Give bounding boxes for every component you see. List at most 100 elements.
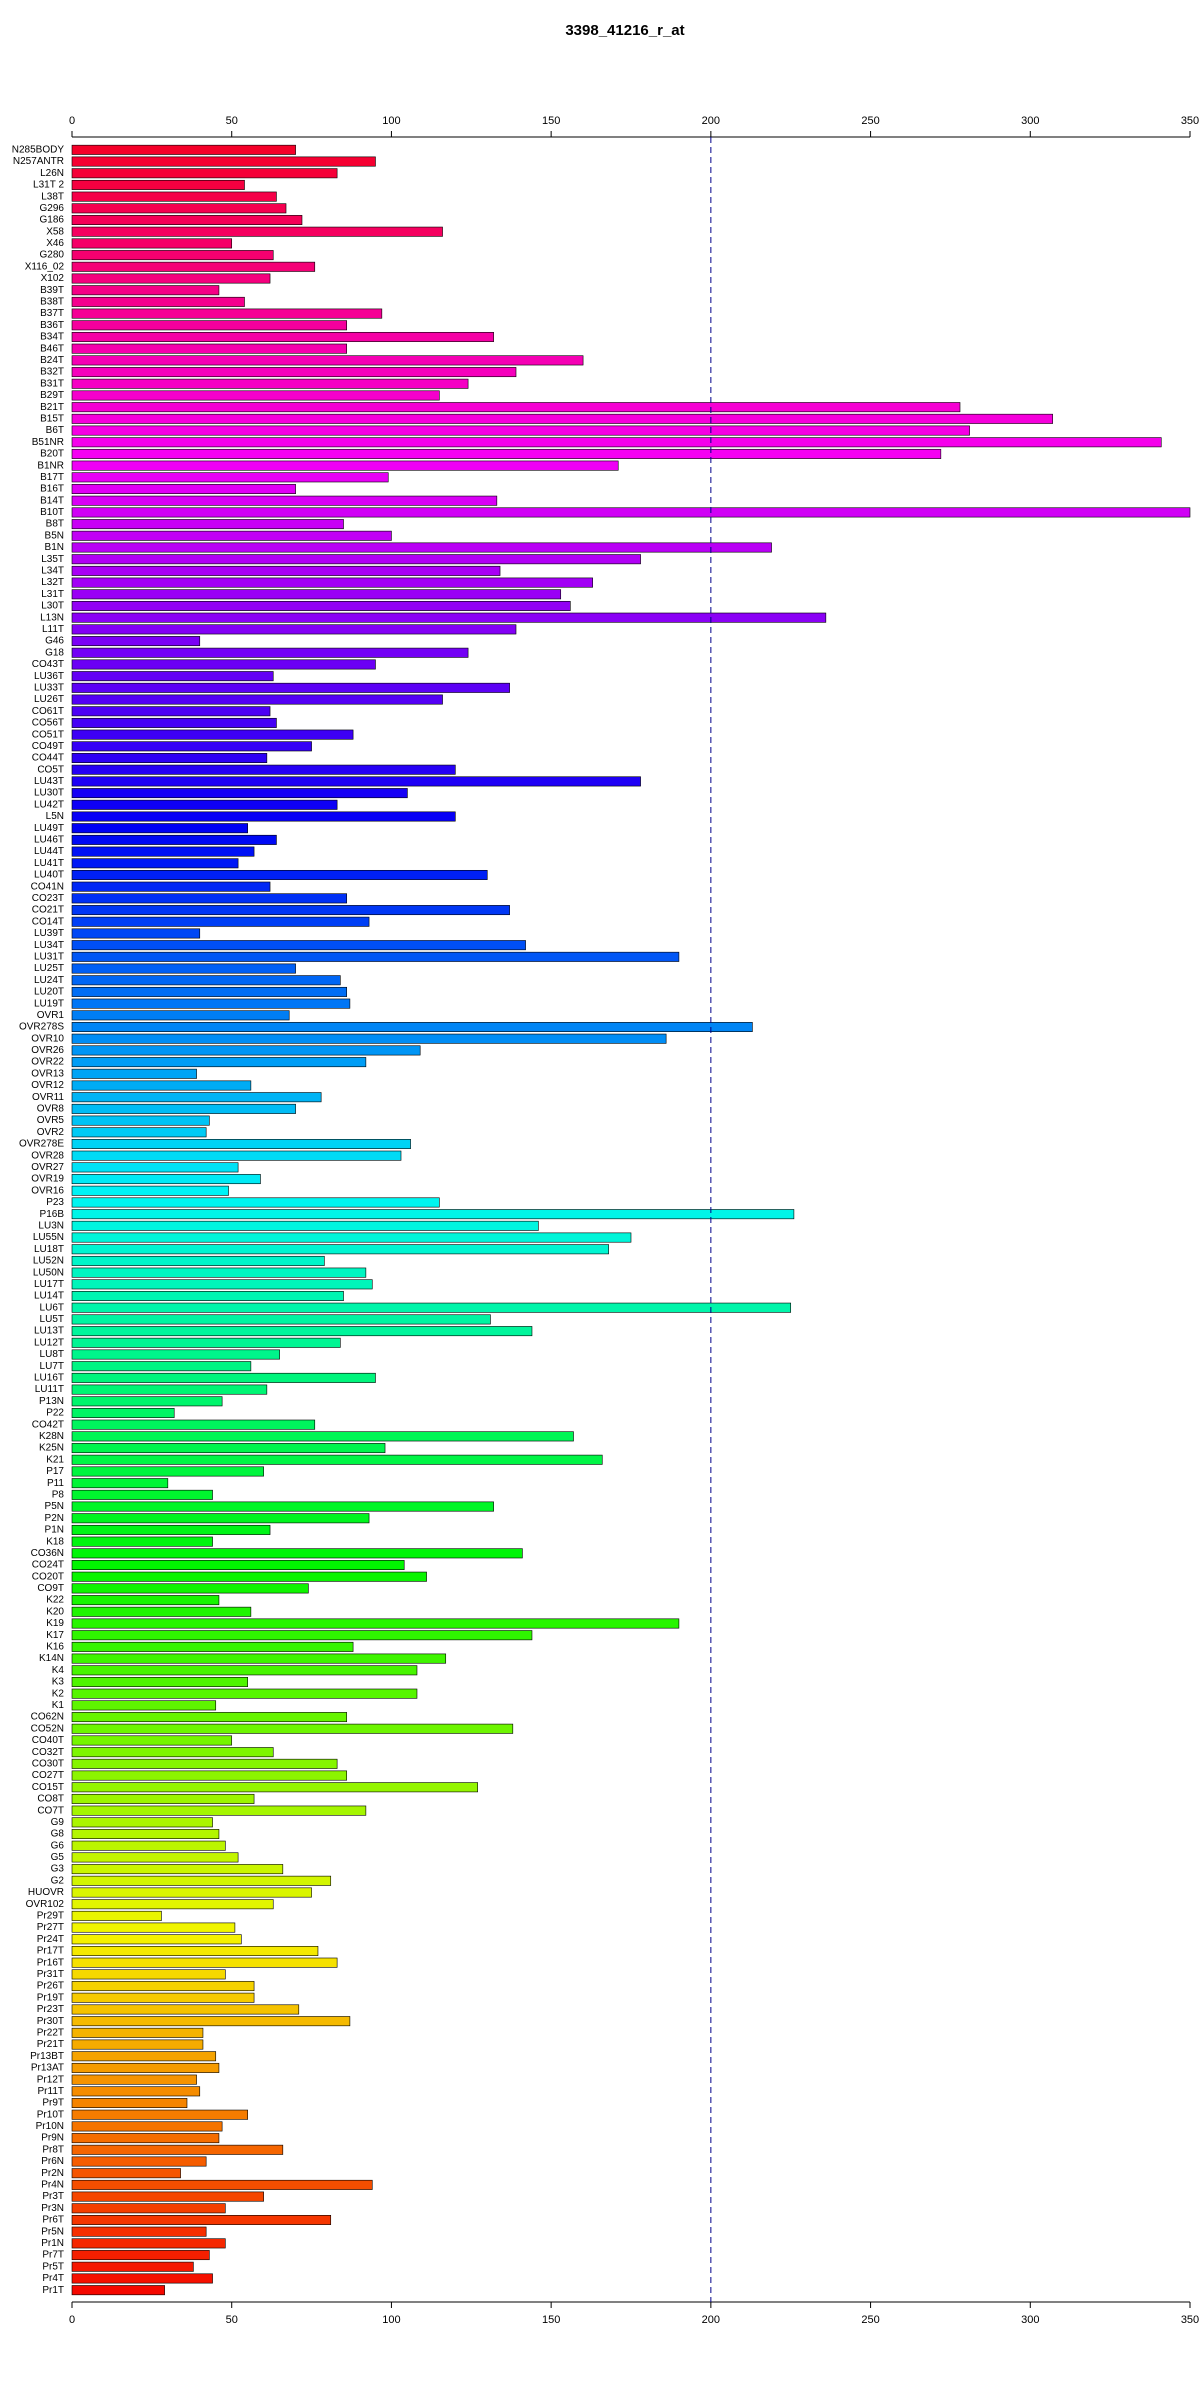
bar: [71, 1220, 539, 1231]
category-label: K17: [46, 1630, 64, 1641]
category-label: Pr29T: [37, 1911, 64, 1922]
bar: [71, 1618, 680, 1629]
category-label: B1NR: [37, 460, 64, 471]
bar: [71, 1852, 239, 1863]
bar: [71, 1443, 386, 1454]
bar: [71, 355, 584, 366]
category-label: K19: [46, 1618, 64, 1629]
category-label: G2: [51, 1875, 65, 1886]
bar: [71, 1899, 274, 1910]
bar: [71, 1548, 523, 1559]
bar: [71, 741, 312, 752]
category-label: Pr13BT: [30, 2051, 64, 2062]
bar: [71, 1817, 213, 1828]
bar: [71, 1969, 226, 1980]
category-label: OVR19: [31, 1174, 64, 1185]
bar: [71, 834, 277, 845]
category-label: LU44T: [34, 846, 64, 857]
category-label: CO5T: [37, 764, 64, 775]
category-label: B14T: [40, 495, 64, 506]
category-label: G280: [40, 250, 65, 261]
category-label: K20: [46, 1606, 64, 1617]
category-label: CO27T: [32, 1770, 64, 1781]
category-label: P22: [46, 1408, 64, 1419]
bar: [71, 764, 456, 775]
bar: [71, 296, 245, 307]
category-label: P13N: [39, 1396, 64, 1407]
category-label: LU30T: [34, 788, 64, 799]
category-label: LU12T: [34, 1337, 64, 1348]
category-label: P8: [52, 1489, 65, 1500]
bar: [71, 530, 392, 541]
category-label: CO43T: [32, 659, 64, 670]
category-label: Pr6N: [41, 2156, 64, 2167]
bar: [71, 2273, 213, 2284]
bar: [71, 1735, 233, 1746]
bar: [71, 1992, 255, 2003]
bar: [71, 2179, 373, 2190]
x-tick-label-bottom: 0: [69, 2314, 75, 2326]
category-label: CO41N: [31, 881, 64, 892]
bar: [71, 659, 376, 670]
bar: [71, 694, 443, 705]
bar: [71, 951, 680, 962]
category-label: CO23T: [32, 893, 64, 904]
bar: [71, 1513, 370, 1524]
category-label: B37T: [40, 308, 64, 319]
bar: [71, 402, 961, 413]
category-label: CO42T: [32, 1419, 64, 1430]
bar: [71, 320, 348, 331]
bar: [71, 1524, 271, 1535]
category-label: P11: [47, 1478, 64, 1489]
bar: [71, 1384, 268, 1395]
category-label: LU18T: [34, 1244, 64, 1255]
category-label: L35T: [41, 554, 64, 565]
bar: [71, 1875, 332, 1886]
category-label: Pr7T: [42, 2250, 64, 2261]
x-tick-label-bottom: 50: [226, 2314, 238, 2326]
category-label: L31T 2: [33, 180, 64, 191]
category-label: Pr10N: [36, 2121, 64, 2132]
category-label: OVR16: [31, 1185, 64, 1196]
category-label: LU33T: [34, 682, 64, 693]
category-label: LU8T: [40, 1349, 64, 1360]
bar: [71, 1922, 236, 1933]
bar: [71, 869, 488, 880]
category-label: Pr4T: [42, 2273, 64, 2284]
category-label: B15T: [40, 413, 64, 424]
category-label: LU55N: [33, 1232, 64, 1243]
bar: [71, 1793, 255, 1804]
category-label: X116_02: [25, 261, 65, 272]
category-label: Pr2N: [41, 2168, 64, 2179]
category-label: P2N: [45, 1513, 64, 1524]
bar: [71, 1910, 162, 1921]
bar: [71, 753, 268, 764]
bar: [71, 1805, 367, 1816]
bar: [71, 2168, 181, 2179]
bar: [71, 1396, 223, 1407]
bar: [71, 671, 274, 682]
category-label: LU31T: [34, 951, 64, 962]
bar: [71, 484, 296, 494]
bar: [71, 273, 271, 284]
category-label: K3: [52, 1677, 65, 1688]
category-label: L11T: [42, 624, 64, 635]
bar: [71, 472, 389, 483]
bar: [71, 1665, 418, 1676]
x-tick-label-top: 0: [69, 115, 75, 127]
category-label: CO44T: [32, 753, 64, 764]
category-label: G18: [45, 647, 64, 658]
category-label: CO30T: [32, 1758, 64, 1769]
category-label: LU19T: [34, 998, 64, 1009]
bar: [71, 2203, 226, 2214]
bar: [71, 1197, 440, 1208]
bar: [71, 2133, 220, 2144]
category-label: K4: [52, 1665, 65, 1676]
category-label: K1: [52, 1700, 65, 1711]
category-label: K18: [46, 1536, 64, 1547]
bar: [71, 1209, 795, 1220]
bar: [71, 2074, 197, 2085]
bar: [71, 2215, 332, 2225]
bar: [71, 2051, 217, 2062]
bar: [71, 1103, 296, 1114]
